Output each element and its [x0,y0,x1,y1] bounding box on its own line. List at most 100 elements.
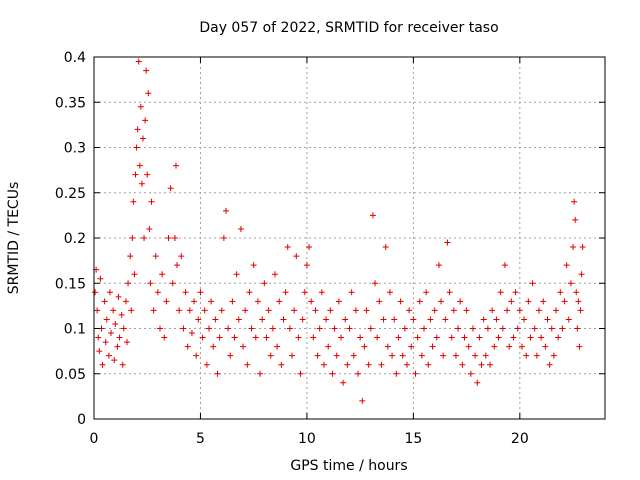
data-point [99,361,106,368]
data-point [297,370,304,377]
data-point [237,225,244,232]
data-point [442,316,449,323]
data-point [576,343,583,350]
data-point [254,298,261,305]
data-point [284,244,291,251]
data-point [142,117,149,124]
data-point [570,244,577,251]
data-point [350,352,357,359]
data-point [497,289,504,296]
data-point [259,316,266,323]
data-point [512,289,519,296]
data-point [94,307,101,314]
data-point [299,316,306,323]
data-point [101,298,108,305]
data-point [96,348,103,355]
data-point [535,307,542,314]
data-point [169,280,176,287]
data-point [438,298,445,305]
data-point [138,180,145,187]
data-point [108,330,115,337]
data-point [493,316,500,323]
data-point [361,343,368,350]
chart-title: Day 057 of 2022, SRMTID for receiver tas… [199,20,498,36]
data-point [333,352,340,359]
data-point [531,325,538,332]
data-point [544,316,551,323]
data-point [161,334,168,341]
data-point [318,289,325,296]
data-point [286,325,293,332]
data-point [429,343,436,350]
data-point [337,334,344,341]
x-axis-label: GPS time / hours [290,458,407,474]
data-point [363,307,370,314]
data-point [365,361,372,368]
data-point [141,235,148,241]
data-point [378,361,385,368]
data-point [172,162,179,169]
data-point [167,185,174,192]
data-point [573,289,580,296]
y-tick-label: 0.1 [64,322,86,338]
data-point [261,280,268,287]
data-point [220,235,227,241]
data-point [111,357,118,364]
data-point [571,198,578,205]
data-point [210,343,217,350]
data-point [555,334,562,341]
data-point [342,316,349,323]
data-point [208,298,215,305]
data-point [467,370,474,377]
data-point [359,397,366,404]
data-point [329,370,336,377]
data-point [480,316,487,323]
data-point [523,352,530,359]
data-point [225,325,232,332]
data-point [427,316,434,323]
data-point [265,307,272,314]
data-point [306,244,313,251]
data-point [145,90,152,97]
data-point [244,361,251,368]
data-point [527,334,534,341]
data-point [199,334,206,341]
data-point [143,67,150,74]
data-point [250,262,257,269]
data-point [112,320,119,327]
data-point [229,298,236,305]
data-point [184,343,191,350]
data-point [271,271,278,278]
data-point [389,352,396,359]
data-point [133,144,140,151]
data-point [367,325,374,332]
data-point [376,298,383,305]
y-tick-label: 0.15 [55,276,86,292]
data-point [463,307,470,314]
data-point [331,325,338,332]
data-point [548,325,555,332]
data-point [316,325,323,332]
data-point [408,343,415,350]
data-point [414,334,421,341]
data-point [380,316,387,323]
data-point [235,316,242,323]
data-point [384,343,391,350]
data-point [559,325,566,332]
data-point [171,235,178,241]
data-point [469,325,476,332]
data-point [267,352,274,359]
data-point [474,379,481,386]
data-point [128,307,135,314]
data-point [352,307,359,314]
data-point [575,298,582,305]
data-point [542,343,549,350]
data-point [227,352,234,359]
data-point [201,307,208,314]
data-point [529,280,536,287]
data-point [455,325,462,332]
data-point [92,289,99,296]
data-point [416,298,423,305]
data-point [395,334,402,341]
data-point [506,343,513,350]
